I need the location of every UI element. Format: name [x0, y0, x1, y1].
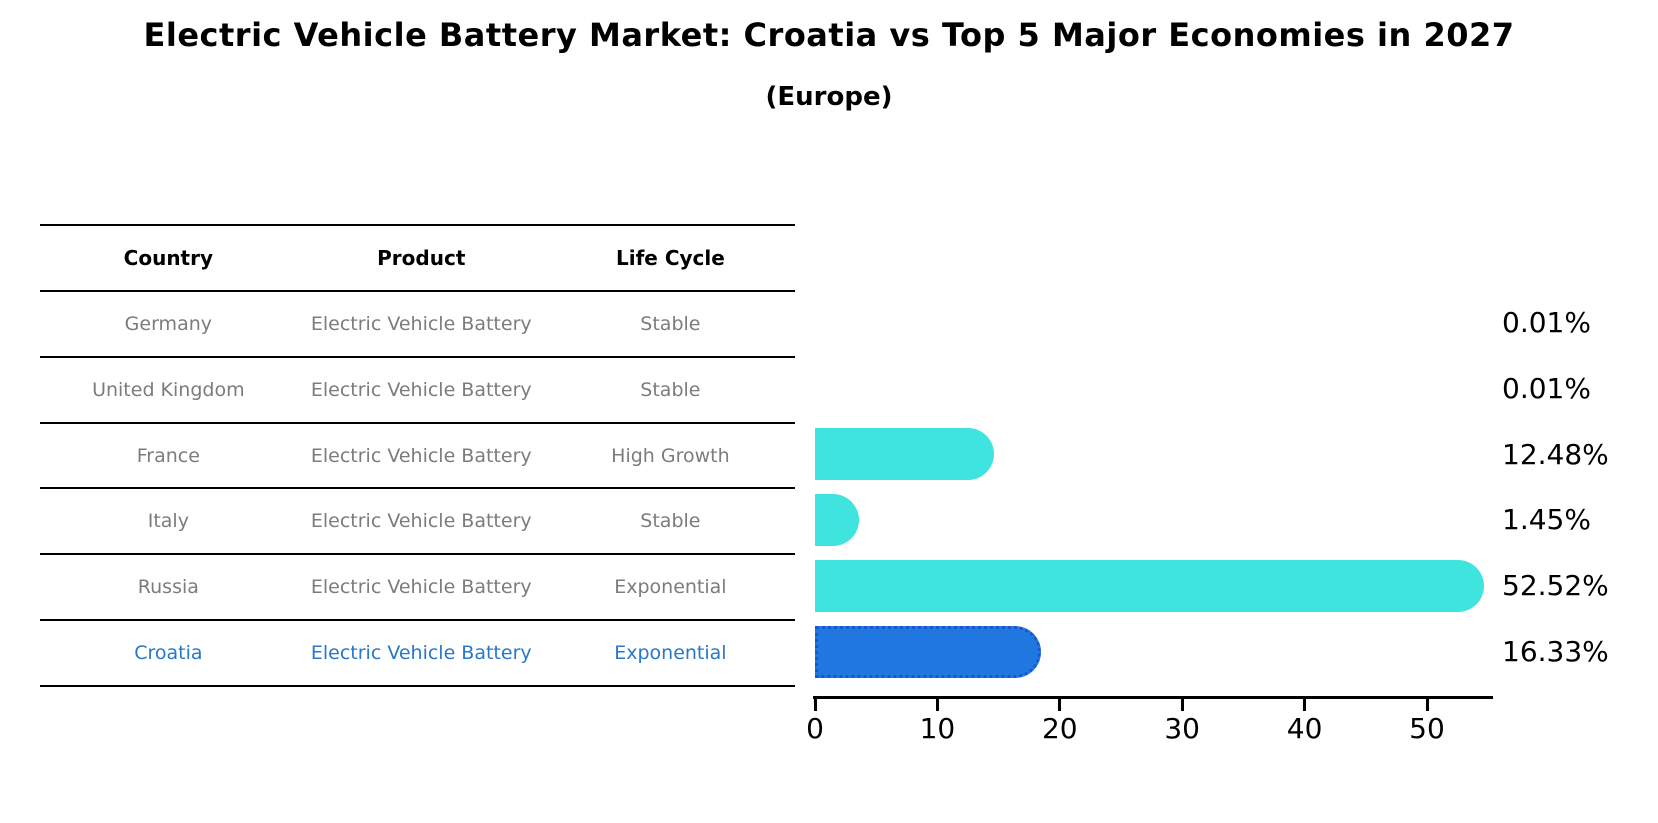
table-row-croatia: Croatia Electric Vehicle Battery Exponen…: [40, 619, 795, 685]
table-row-italy: Italy Electric Vehicle Battery Stable: [40, 487, 795, 553]
life-cycle-cell: Stable: [640, 510, 701, 533]
product-cell: Electric Vehicle Battery: [310, 444, 532, 467]
table-row-russia: Russia Electric Vehicle Battery Exponent…: [40, 553, 795, 619]
column-header-country: Country: [123, 245, 214, 270]
value-label-germany: 0.01%: [1502, 306, 1591, 339]
value-label-italy: 1.45%: [1502, 503, 1591, 536]
x-axis-tick-label: 40: [1286, 712, 1323, 745]
product-cell: Electric Vehicle Battery: [310, 312, 532, 335]
table-row-france: France Electric Vehicle Battery High Gro…: [40, 421, 795, 488]
product-cell: Electric Vehicle Battery: [310, 642, 532, 665]
value-label-france: 12.48%: [1502, 438, 1609, 471]
bar-croatia: [815, 626, 1041, 678]
x-axis-tick-label: 0: [806, 712, 824, 745]
life-cycle-cell: Stable: [640, 378, 701, 401]
life-cycle-cell: High Growth: [611, 444, 730, 467]
country-cell: Croatia: [134, 642, 203, 665]
bar-france: [815, 428, 994, 480]
x-axis-tick: [935, 699, 939, 711]
country-cell: United Kingdom: [92, 378, 245, 401]
x-axis-tick: [1058, 699, 1062, 711]
table-row-united-kingdom: United Kingdom Electric Vehicle Battery …: [40, 355, 795, 422]
table-row-germany: Germany Electric Vehicle Battery Stable: [40, 289, 795, 356]
x-axis-tick-label: 50: [1409, 712, 1445, 745]
country-cell: Italy: [147, 510, 189, 533]
bar-italy: [815, 494, 859, 546]
value-label-russia: 52.52%: [1502, 569, 1609, 602]
country-cell: France: [136, 444, 200, 467]
life-cycle-cell: Stable: [640, 312, 701, 335]
product-cell: Electric Vehicle Battery: [310, 510, 532, 533]
x-axis-tick-label: 10: [919, 712, 956, 745]
life-cycle-cell: Exponential: [614, 642, 727, 665]
bar-russia: [815, 560, 1484, 612]
product-cell: Electric Vehicle Battery: [310, 576, 532, 599]
country-cell: Russia: [137, 576, 199, 599]
x-axis-tick-label: 20: [1041, 712, 1078, 745]
table-header-row: Country Product Life Cycle: [40, 224, 795, 290]
chart-title: Electric Vehicle Battery Market: Croatia…: [143, 16, 1515, 54]
country-cell: Germany: [124, 312, 212, 335]
column-header-product: Product: [377, 245, 466, 270]
column-header-life-cycle: Life Cycle: [615, 245, 725, 270]
life-cycle-cell: Exponential: [614, 576, 727, 599]
x-axis-tick: [1303, 699, 1307, 711]
product-cell: Electric Vehicle Battery: [310, 378, 532, 401]
value-label-united-kingdom: 0.01%: [1502, 372, 1591, 405]
country-table: Country Product Life Cycle Germany Elect…: [40, 224, 795, 688]
value-label-croatia: 16.33%: [1502, 635, 1609, 668]
x-axis-line: [813, 696, 1493, 699]
x-axis-tick: [1425, 699, 1429, 711]
chart-subtitle: (Europe): [765, 82, 893, 112]
x-axis-tick: [1180, 699, 1184, 711]
x-axis-tick: [813, 699, 817, 711]
x-axis-tick-label: 30: [1164, 712, 1200, 745]
